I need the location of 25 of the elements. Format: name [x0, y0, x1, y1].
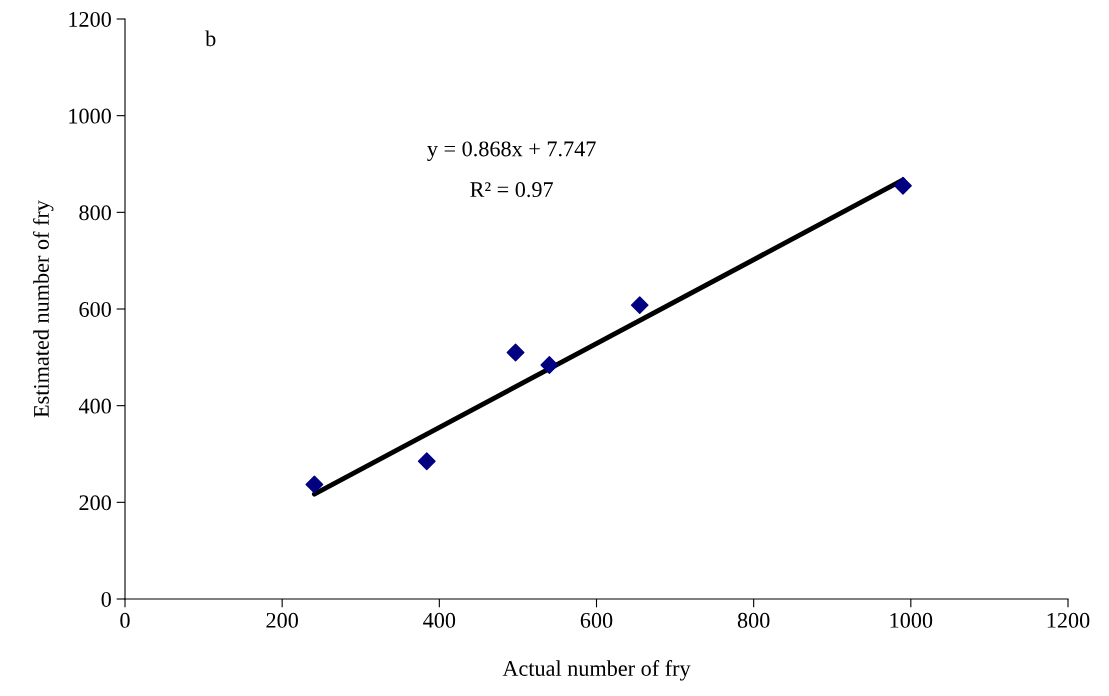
point — [630, 296, 649, 315]
y-tick-label: 600 — [79, 301, 111, 317]
x-tick-label: 600 — [580, 612, 613, 628]
y-tick-label: 1200 — [69, 11, 111, 27]
point — [417, 452, 436, 471]
annotation: y = 0.868x + 7.747 — [427, 141, 596, 161]
annotation: R² = 0.97 — [470, 182, 553, 198]
x-tick-label: 800 — [737, 612, 770, 628]
point — [894, 176, 912, 195]
y-tick-label: 200 — [79, 495, 111, 511]
point — [305, 475, 324, 494]
y-tick-label: 0 — [101, 591, 111, 607]
annotation: b — [205, 30, 216, 47]
y-tick-label: 800 — [79, 205, 111, 221]
x-tick-label: 0 — [120, 612, 130, 628]
y-tick-label: 1000 — [69, 108, 111, 124]
x-tick-label: 400 — [423, 612, 456, 628]
x-tick-label: 200 — [266, 612, 298, 628]
y-tick-label: 400 — [78, 398, 111, 414]
point — [506, 343, 525, 362]
x-tick-label: 1000 — [890, 612, 933, 628]
x-tick-label: 1200 — [1047, 612, 1090, 628]
x-axis-title: Actual number of fry — [502, 660, 691, 681]
y-axis-title: Estimated number of fry — [33, 200, 54, 418]
point — [540, 356, 559, 374]
